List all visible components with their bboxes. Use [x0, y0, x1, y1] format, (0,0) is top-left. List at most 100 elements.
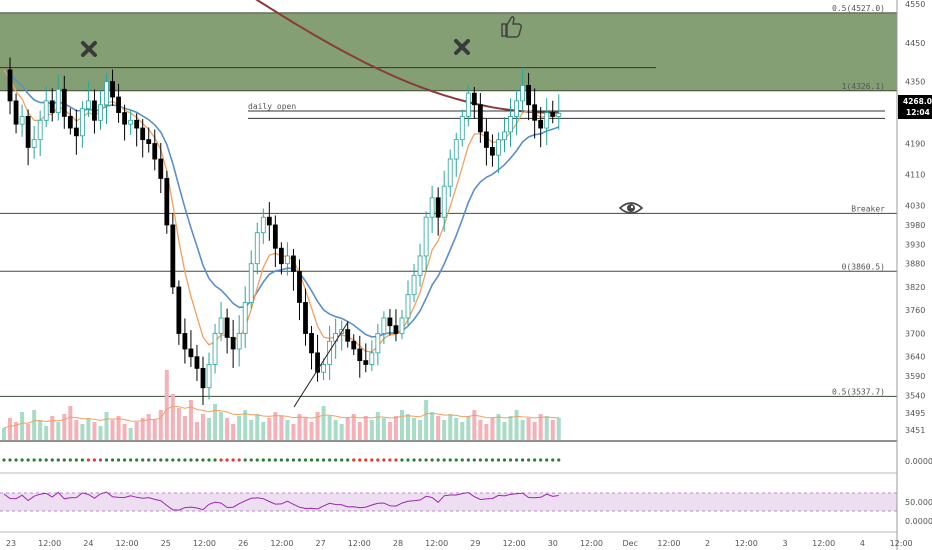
signal-dot [195, 458, 198, 461]
signal-dot [268, 458, 271, 461]
candle-body [213, 333, 217, 364]
price-tick-label: 4450 [905, 39, 925, 48]
candle-body [502, 132, 506, 140]
volume-bar [527, 418, 531, 440]
volume-bar [376, 412, 380, 440]
candle-body [545, 113, 549, 129]
signal-dot [171, 458, 174, 461]
candle-body [539, 120, 543, 128]
candle-body [509, 116, 513, 132]
volume-bar [171, 394, 175, 440]
volume-bar [183, 416, 187, 440]
signal-dot [2, 458, 5, 461]
indicator-value-top: 0.0000 [905, 457, 932, 466]
volume-bar [243, 410, 247, 440]
price-tick-label: 3980 [905, 221, 925, 230]
signal-dot [412, 458, 415, 461]
signal-dot [244, 458, 247, 461]
signal-dot [183, 458, 186, 461]
volume-bar [502, 422, 506, 440]
signal-dot [352, 458, 355, 461]
volume-bar [189, 400, 193, 440]
volume-bar [50, 416, 54, 440]
volume-bar [460, 422, 464, 440]
signal-dot [286, 458, 289, 461]
volume-bar [62, 414, 66, 440]
signal-dot [129, 458, 132, 461]
volume-bar [310, 422, 314, 440]
candle-body [448, 159, 452, 186]
candle-body [515, 101, 519, 117]
time-tick-label: Dec [622, 539, 637, 548]
candle-body [219, 318, 223, 334]
candle-body [557, 113, 561, 116]
level-label: 0.5(4527.0) [832, 4, 885, 13]
signal-dot [87, 458, 90, 461]
signal-dot [479, 458, 482, 461]
candle-body [285, 256, 289, 264]
volume-bar [44, 426, 48, 440]
volume-bar [352, 414, 356, 440]
signal-dot [431, 458, 434, 461]
candle-body [86, 101, 90, 109]
signal-dot [388, 458, 391, 461]
volume-bar [177, 408, 181, 440]
signal-dot [449, 458, 452, 461]
volume-bar [20, 412, 24, 440]
signal-dot [473, 458, 476, 461]
signal-dot [527, 458, 530, 461]
candle-body [189, 349, 193, 357]
candle-body [304, 302, 308, 333]
candle-body [105, 82, 109, 105]
candle-body [237, 333, 241, 349]
candle-body [430, 198, 434, 217]
volume-bar [478, 420, 482, 440]
candle-body [8, 70, 12, 101]
volume-bar [129, 428, 133, 440]
indicator-value-bottom: 0.0000 [905, 517, 932, 526]
signal-dot [274, 458, 277, 461]
time-tick-label: 12:00 [116, 539, 139, 548]
signal-dot [298, 458, 301, 461]
price-tick-label: 3590 [905, 372, 925, 381]
candle-body [533, 105, 537, 121]
volume-bar [448, 414, 452, 440]
volume-bar [86, 418, 90, 440]
volume-bar [297, 414, 301, 440]
candle-body [171, 225, 175, 287]
signal-dot [256, 458, 259, 461]
signal-dot [557, 458, 560, 461]
candle-body [62, 89, 66, 116]
candle-body [478, 105, 482, 132]
signal-dot [147, 458, 150, 461]
volume-bar [322, 406, 326, 440]
volume-bar [442, 420, 446, 440]
signal-dot [418, 458, 421, 461]
candle-body [74, 128, 78, 136]
time-tick-label: 30 [548, 539, 558, 548]
volume-bar [364, 416, 368, 440]
volume-bar [56, 422, 60, 440]
signal-dot [135, 458, 138, 461]
candle-body [436, 198, 440, 217]
time-tick-label: 4 [860, 539, 865, 548]
signal-dot [334, 458, 337, 461]
signal-dot [533, 458, 536, 461]
signal-dot [207, 458, 210, 461]
candle-body [117, 97, 121, 113]
price-badge-time: 12:04 [906, 108, 930, 117]
candle-body [460, 116, 464, 139]
candle-body [159, 159, 163, 178]
price-tick-label: 4190 [905, 140, 925, 149]
time-tick-label: 12:00 [812, 539, 835, 548]
resistance-zone [0, 13, 897, 91]
volume-bar [551, 420, 555, 440]
candle-body [44, 101, 48, 120]
candle-body [38, 120, 42, 139]
signal-dot [20, 458, 23, 461]
signal-dot [123, 458, 126, 461]
candle-body [183, 333, 187, 349]
signal-dot [165, 458, 168, 461]
signal-dot [177, 458, 180, 461]
volume-bar [412, 418, 416, 440]
